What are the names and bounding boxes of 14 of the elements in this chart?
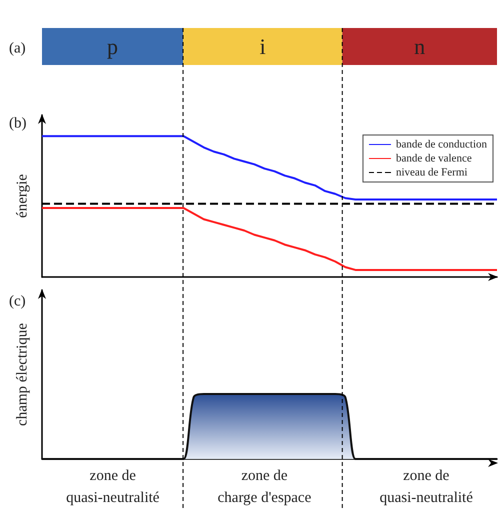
text: (a) (9, 40, 26, 56)
chart-title: (b) (9, 116, 26, 132)
series-label: p (107, 34, 118, 59)
legend-label: bande de valence (396, 152, 472, 164)
legend-label: bande de conduction (396, 138, 488, 150)
series-label: i (260, 34, 266, 59)
chart-title: (c) (9, 294, 26, 310)
x-tick-label: zone de charge d'espace (218, 468, 312, 506)
y-axis-title: énergie (14, 174, 30, 218)
series-label: n (414, 34, 426, 59)
x-tick-label: zone de quasi-neutralité (380, 468, 474, 506)
y-axis-title: champ électrique (14, 322, 30, 426)
legend-label: niveau de Fermi (396, 166, 468, 178)
x-tick-label: zone de quasi-neutralité (66, 468, 160, 506)
